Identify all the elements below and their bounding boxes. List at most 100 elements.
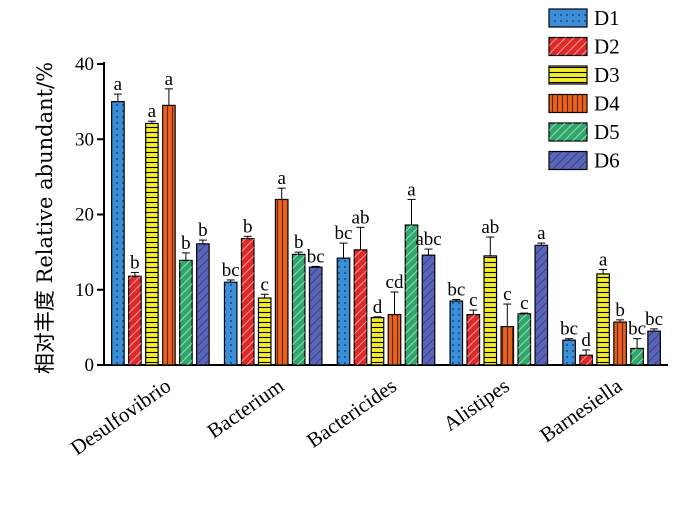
legend-label: D6	[594, 149, 620, 173]
bar-group: b	[196, 220, 210, 366]
bar-pattern	[309, 267, 322, 365]
legend-item: D2	[548, 35, 620, 59]
bar-pattern	[484, 255, 497, 365]
significance-label: a	[165, 69, 174, 90]
bar-group: b	[179, 233, 193, 366]
significance-label: bc	[335, 223, 353, 244]
bar-group: bc	[447, 280, 465, 366]
legend-item: D3	[548, 63, 620, 87]
y-tick-label: 0	[85, 355, 95, 376]
significance-label: ab	[352, 207, 370, 228]
x-tick-label: Bactericides	[302, 373, 401, 452]
significance-label: b	[615, 300, 625, 321]
bar-pattern	[128, 276, 142, 365]
bar-group: bc	[560, 319, 578, 366]
significance-label: c	[469, 290, 477, 311]
significance-label: c	[520, 293, 528, 314]
legend-label: D1	[594, 6, 620, 30]
bar-pattern	[292, 254, 305, 365]
bar-pattern	[354, 249, 367, 365]
significance-label: bc	[307, 246, 325, 267]
bar-group: abc	[415, 229, 442, 366]
bar-group: bc	[307, 246, 325, 366]
legend-swatch-pattern	[549, 66, 587, 84]
legend-label: D5	[594, 120, 620, 144]
bar-group: b	[613, 300, 627, 366]
bar-pattern	[535, 245, 548, 365]
legend-label: D2	[594, 35, 620, 59]
legend-swatch-pattern	[549, 37, 587, 56]
bar-pattern	[258, 298, 271, 365]
bar-pattern	[501, 326, 514, 365]
bar-pattern	[388, 314, 401, 365]
significance-label: a	[277, 168, 286, 189]
bar-group: a	[404, 179, 419, 366]
bar-pattern	[422, 255, 435, 365]
bar-group: b	[128, 252, 142, 366]
legend-item: D1	[548, 6, 620, 30]
bar-group: d	[370, 297, 385, 366]
y-axis: 0 10 20 30 40	[75, 54, 105, 376]
significance-label: b	[294, 232, 304, 253]
bar-pattern	[196, 243, 210, 365]
bar-pattern	[162, 105, 176, 365]
bar-group: c	[500, 284, 515, 366]
bar-group: c	[466, 290, 481, 366]
bar-pattern	[647, 331, 661, 365]
bar-group: a	[111, 74, 125, 366]
significance-label: bc	[645, 309, 663, 330]
bar-pattern	[562, 340, 576, 365]
y-tick-label: 30	[75, 129, 94, 150]
legend-label: D4	[594, 92, 620, 116]
bar-pattern	[518, 313, 531, 365]
y-tick-label: 20	[75, 205, 94, 226]
bar-pattern	[224, 282, 237, 365]
bar-pattern	[145, 123, 159, 365]
legend-item: D6	[548, 149, 620, 173]
bar-pattern	[371, 317, 384, 365]
bar-pattern	[275, 199, 288, 365]
significance-label: a	[599, 249, 608, 270]
bar-pattern	[241, 238, 254, 365]
bar-group: bc	[335, 223, 353, 366]
legend-item: D4	[548, 92, 620, 116]
legend-swatch-pattern	[549, 151, 587, 170]
bar-group: c	[517, 293, 532, 366]
significance-label: d	[373, 297, 383, 318]
significance-label: abc	[415, 229, 441, 250]
bar-pattern	[450, 301, 463, 365]
significance-label: ab	[481, 217, 499, 238]
bar-group: a	[145, 101, 159, 366]
significance-label: b	[130, 252, 140, 273]
legend-swatch-pattern	[549, 94, 587, 113]
bar-pattern	[179, 260, 193, 365]
bar-group: bc	[222, 260, 240, 366]
x-axis: Desulfovibrio Bacterium Bactericides Alisti…	[66, 364, 668, 460]
y-axis-label: 相对丰度 Relative abundant/%	[33, 62, 57, 374]
x-tick-label: Desulfovibrio	[66, 373, 175, 460]
significance-label: c	[260, 274, 268, 295]
bar-pattern	[405, 225, 418, 365]
significance-label: a	[407, 179, 416, 200]
bar-group: a	[162, 69, 176, 366]
bar-group: ab	[352, 207, 370, 366]
legend: D1 D2 D3 D4 D5 D6	[548, 6, 620, 173]
significance-label: b	[181, 233, 191, 254]
bar-group: ab	[481, 217, 499, 366]
significance-label: a	[148, 101, 157, 122]
x-tick-label: Alistipes	[439, 373, 514, 435]
bar-group: cd	[386, 272, 404, 366]
y-tick-label: 40	[75, 54, 94, 75]
bar-group: b	[240, 216, 255, 366]
bar-pattern	[596, 273, 610, 365]
significance-label: cd	[386, 272, 404, 293]
bar-group: a	[534, 223, 549, 366]
significance-label: bc	[447, 280, 465, 301]
bar-group: bc	[628, 319, 646, 366]
legend-label: D3	[594, 63, 620, 87]
bar-group: a	[274, 168, 289, 366]
bar-group: c	[257, 274, 272, 366]
significance-label: bc	[628, 319, 646, 340]
